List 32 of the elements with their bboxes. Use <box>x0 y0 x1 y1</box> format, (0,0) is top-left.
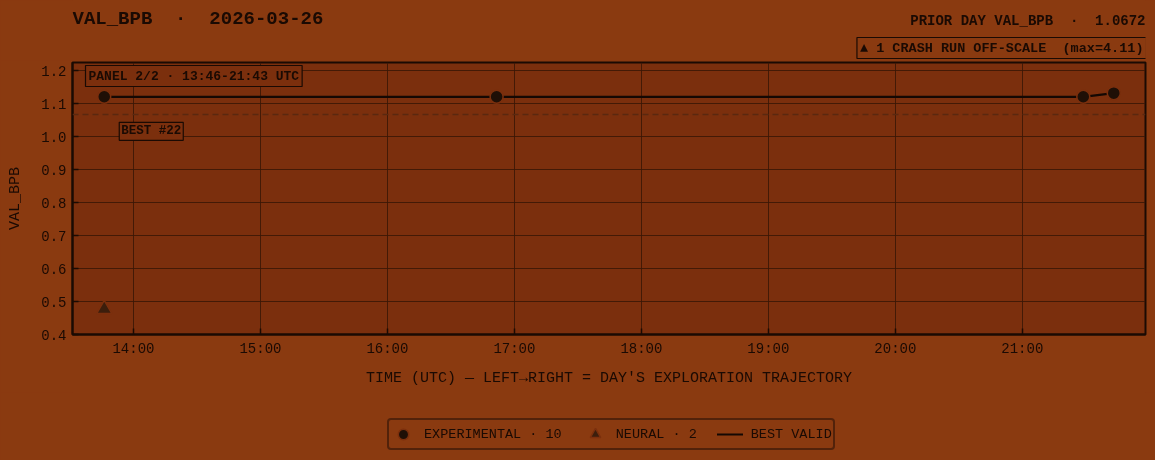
y-tick-label: 0.6 <box>41 261 67 278</box>
x-tick-label: 21:00 <box>1001 340 1044 357</box>
text: ▲ 1 CRASH RUN OFF-SCALE (max=4.11) <box>859 40 1144 56</box>
point <box>1106 85 1121 101</box>
chart-title: VAL_BPB · 2026-03-26 <box>72 7 324 30</box>
legend-label: NEURAL · 2 <box>615 426 697 442</box>
annotation: BEST #22 <box>121 124 182 139</box>
x-axis-title: TIME (UTC) — LEFT→RIGHT = DAY'S EXPLORATION TRAJECTORY <box>365 369 853 387</box>
y-tick-label: 0.9 <box>41 162 67 179</box>
point <box>1076 89 1091 105</box>
legend-label: BEST VALID <box>750 426 832 442</box>
legend-label: EXPERIMENTAL · 10 <box>424 426 562 442</box>
y-tick-label: 0.4 <box>41 327 67 344</box>
point <box>96 299 113 315</box>
point <box>489 89 504 105</box>
x-tick-label: 15:00 <box>239 340 282 357</box>
annotation: PANEL 2/2 · 13:46-21:43 UTC <box>88 68 300 84</box>
y-tick-label: 0.5 <box>41 294 67 311</box>
chart-subtitle: PRIOR DAY VAL_BPB · 1.0672 <box>910 12 1146 29</box>
y-tick-label: 1.1 <box>41 96 67 113</box>
x-tick-label: 18:00 <box>620 340 663 357</box>
y-tick-label: 0.7 <box>41 228 67 245</box>
y-tick-label: 1.0 <box>41 129 67 146</box>
point <box>97 89 112 105</box>
x-tick-label: 20:00 <box>874 340 917 357</box>
y-tick-label: 0.8 <box>41 195 67 212</box>
x-tick-label: 19:00 <box>747 340 790 357</box>
y-tick-label: 1.2 <box>41 63 67 80</box>
x-tick-label: 16:00 <box>366 340 409 357</box>
x-tick-label: 17:00 <box>493 340 536 357</box>
y-axis-title: VAL_BPB <box>7 166 25 231</box>
x-tick-label: 14:00 <box>112 340 155 357</box>
